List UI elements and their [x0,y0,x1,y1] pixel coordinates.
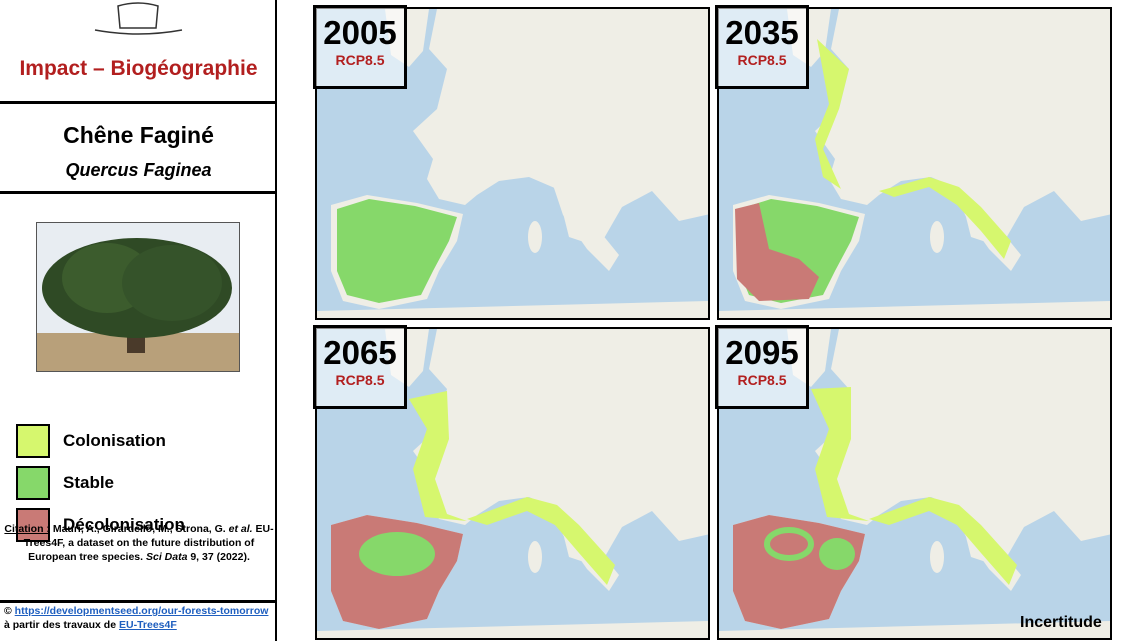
dataset-link[interactable]: EU-Trees4F [118,619,177,631]
tree-photo [36,222,240,372]
citation-ref: 9, 37 (2022). [190,551,250,563]
info-panel: Impact – Biogéographie Chêne Faginé Quer… [0,0,277,641]
species-name: Chêne Faginé [63,122,214,148]
scenario: RCP8.5 [335,372,385,388]
map-panel [315,7,710,320]
divider [0,101,277,104]
scenario: RCP8.5 [737,372,787,388]
year: 2095 [725,334,799,371]
legend-label: Décolonisation [63,515,185,534]
year: 2035 [725,14,799,51]
map [317,9,708,318]
copyright: © [4,605,12,617]
map-label: 2035 RCP8.5 [715,5,809,89]
legend-item: Stable [16,466,114,500]
map-panel [315,327,710,640]
legend-item: Colonisation [16,424,166,458]
source-link[interactable]: https://developmentseed.org/our-forests-… [14,605,269,617]
legend-label: Colonisation [63,431,166,450]
latin-name: Quercus Faginea [65,160,212,180]
legend-item: Décolonisation [16,508,185,542]
map [719,9,1110,318]
hat-icon [94,2,183,35]
uncertainty-note: Incertitude [1020,614,1102,631]
legend-swatch [16,466,50,500]
credits: © https://developmentseed.org/our-forest… [4,604,274,632]
citation: Citation : Mauri, A., Girardello, M., St… [4,522,274,564]
divider [0,600,277,603]
map [317,329,708,638]
year: 2065 [323,334,397,371]
map-label: 2005 RCP8.5 [313,5,407,89]
credits-text: à partir des travaux de [4,619,117,631]
scenario: RCP8.5 [335,52,385,68]
map-panel [717,327,1112,640]
legend-swatch [16,424,50,458]
scenario: RCP8.5 [737,52,787,68]
map-panel [717,7,1112,320]
citation-et-al: et al. [228,523,253,535]
citation-authors: Mauri, A., Girardello, M., Strona, G. [52,523,226,535]
divider [0,191,277,194]
map-label: 2095 RCP8.5 [715,325,809,409]
map [719,329,1110,638]
citation-journal: Sci Data [145,551,188,563]
map-label: 2065 RCP8.5 [313,325,407,409]
citation-prefix: Citation : [4,523,50,535]
citation-title: EU-Trees4F, a dataset on the future dist… [23,523,274,563]
year: 2005 [323,14,397,51]
legend-swatch [16,508,50,542]
legend-label: Stable [63,473,115,492]
slide-title: Impact – Biogéographie [19,57,258,80]
